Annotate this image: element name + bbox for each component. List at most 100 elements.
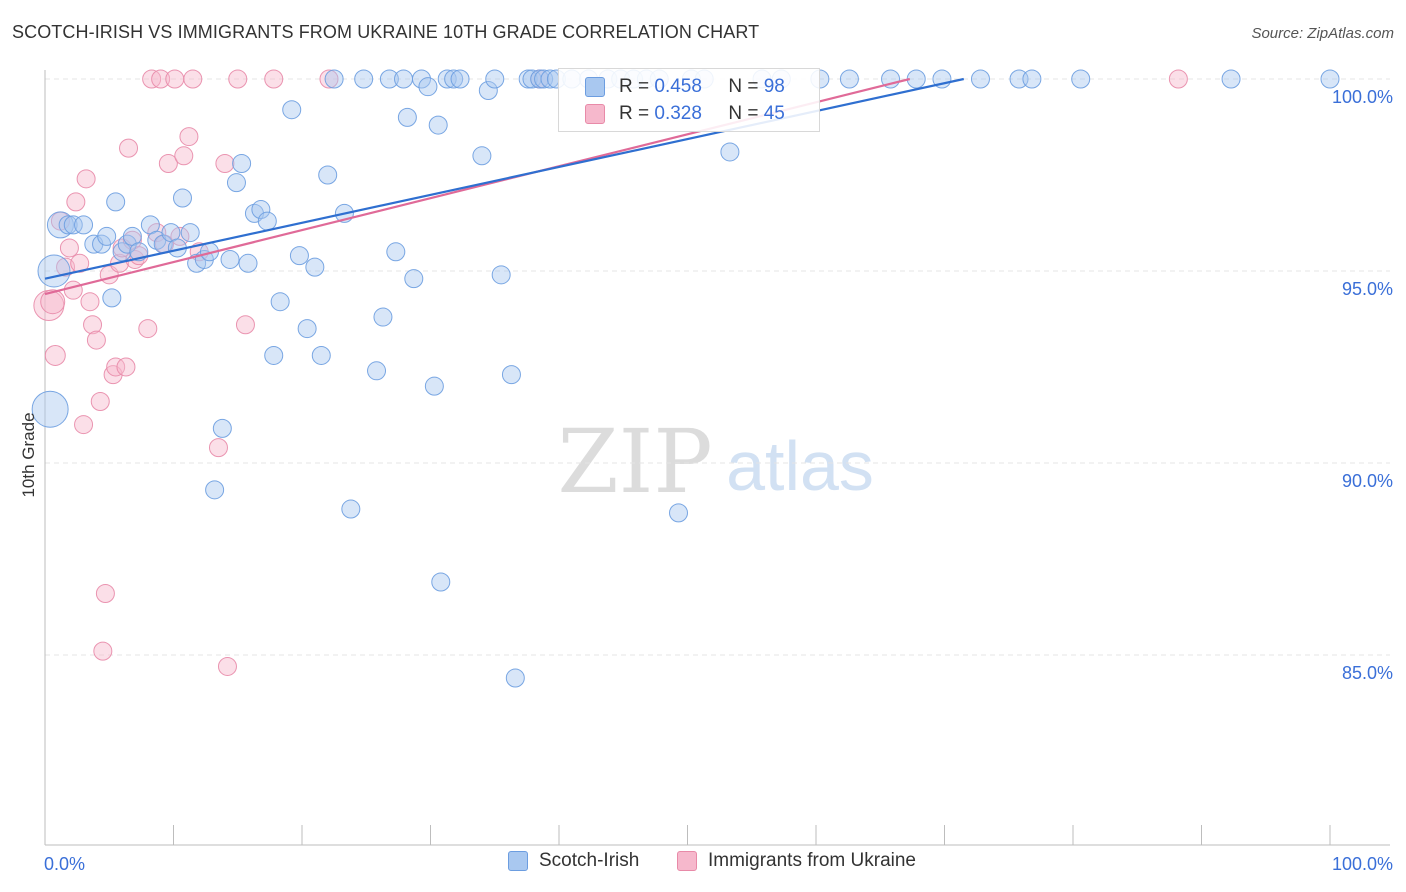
legend-item-scotch-irish[interactable]: Scotch-Irish: [508, 850, 639, 872]
ukraine-point-1: [40, 289, 66, 315]
scotch-irish-point-42: [324, 69, 344, 89]
r-value-ukraine: 0.328: [654, 103, 702, 124]
legend-swatch-pink: [677, 851, 697, 871]
y-tick-label-95: 95.0%: [1342, 279, 1393, 299]
ukraine-point-2: [44, 344, 66, 366]
watermark: ZIP atlas: [557, 410, 874, 513]
scotch-irish-point-32: [251, 200, 271, 220]
legend-label-scotch-irish: Scotch-Irish: [539, 850, 640, 871]
scotch-irish-point-28: [226, 173, 246, 193]
ukraine-point-12: [83, 315, 103, 335]
scotch-irish-point-60: [450, 69, 470, 89]
x-tick-label-0: 0.0%: [44, 854, 85, 874]
ukraine-point-11: [80, 292, 100, 312]
scotch-irish-point-0: [31, 390, 69, 428]
trend-line-scotch-irish: [44, 77, 965, 280]
scotch-irish-point-4: [63, 215, 83, 235]
ukraine-point-42: [228, 69, 248, 89]
legend-swatch-blue: [508, 851, 528, 871]
ukraine-point-30: [151, 69, 171, 89]
ukraine-point-47: [1168, 69, 1188, 89]
ukraine-point-37: [183, 69, 203, 89]
axes: [44, 70, 1390, 846]
ukraine-point-40: [215, 153, 235, 173]
scotch-irish-point-62: [478, 81, 498, 101]
scotch-irish-point-89: [906, 69, 926, 89]
series-scotch-irish-points: [31, 69, 1340, 688]
watermark-zip: ZIP: [557, 410, 712, 513]
ukraine-point-32: [158, 153, 178, 173]
ukraine-point-35: [174, 146, 194, 166]
scotch-irish-point-33: [257, 211, 277, 231]
scotch-irish-point-9: [106, 192, 126, 212]
scotch-irish-point-49: [386, 242, 406, 262]
legend-label-ukraine: Immigrants from Ukraine: [708, 850, 916, 871]
ukraine-point-44: [264, 69, 284, 89]
scotch-irish-point-39: [305, 257, 325, 277]
scotch-irish-point-80: [669, 503, 689, 523]
ukraine-point-9: [74, 415, 94, 435]
stats-legend: R = 0.458 N = 98 R = 0.328 N = 45: [558, 68, 820, 132]
r-value-scotch-irish: 0.458: [654, 76, 702, 97]
stats-row-scotch-irish: R = 0.458 N = 98: [585, 75, 785, 99]
x-tick-label-100: 100.0%: [1332, 854, 1393, 874]
ukraine-point-19: [106, 357, 126, 377]
scotch-irish-point-95: [1221, 69, 1241, 89]
scotch-irish-point-5: [74, 215, 94, 235]
trend-lines: [44, 77, 965, 296]
scotch-irish-point-56: [428, 115, 448, 135]
scotch-irish-point-37: [289, 246, 309, 266]
scotch-irish-point-66: [505, 668, 525, 688]
scotch-irish-point-57: [431, 572, 451, 592]
scotch-irish-point-21: [180, 223, 200, 243]
scotch-irish-point-93: [1022, 69, 1042, 89]
bottom-legend: Scotch-Irish Immigrants from Ukraine: [0, 850, 1406, 880]
ukraine-point-6: [63, 280, 83, 300]
ukraine-point-8: [70, 253, 90, 273]
scotch-irish-point-1: [37, 254, 71, 288]
ukraine-point-23: [119, 138, 139, 158]
ukraine-point-7: [66, 192, 86, 212]
scotch-irish-point-45: [354, 69, 374, 89]
n-value-ukraine: 45: [763, 103, 785, 124]
ukraine-point-22: [116, 357, 136, 377]
scotch-irish-point-46: [367, 361, 387, 381]
scotch-irish-point-59: [444, 69, 464, 89]
scotch-irish-point-83: [720, 142, 740, 162]
ukraine-point-39: [208, 438, 228, 458]
source-credit: Source: ZipAtlas.com: [1251, 25, 1394, 42]
scotch-irish-point-48: [379, 69, 399, 89]
series-ukraine-points: [33, 69, 1188, 676]
scotch-irish-point-63: [485, 69, 505, 89]
n-label: N =: [728, 103, 759, 124]
watermark-atlas: atlas: [726, 427, 874, 505]
y-axis-label: 10th Grade: [19, 412, 38, 497]
scotch-irish-point-54: [418, 77, 438, 97]
scotch-irish-point-65: [501, 365, 521, 385]
scotch-irish-point-40: [311, 345, 331, 365]
ukraine-point-41: [217, 656, 237, 676]
scotch-irish-point-64: [491, 265, 511, 285]
scotch-irish-point-87: [839, 69, 859, 89]
scotch-irish-point-29: [232, 153, 252, 173]
legend-item-ukraine[interactable]: Immigrants from Ukraine: [677, 850, 916, 872]
gridlines: [45, 78, 1390, 656]
scotch-irish-point-53: [412, 69, 432, 89]
scotch-irish-point-91: [970, 69, 990, 89]
n-label: N =: [728, 76, 759, 97]
ukraine-point-10: [76, 169, 96, 189]
scotch-irish-point-26: [212, 418, 232, 438]
ukraine-point-43: [235, 315, 255, 335]
tick-labels: 85.0% 90.0% 95.0% 100.0% 0.0% 100.0%: [44, 87, 1393, 874]
scotch-irish-point-25: [205, 480, 225, 500]
scotch-irish-point-30: [238, 253, 258, 273]
ukraine-point-36: [179, 127, 199, 147]
ukraine-point-27: [138, 319, 158, 339]
ukraine-point-13: [86, 330, 106, 350]
scotch-irish-point-8: [97, 226, 117, 246]
blue-swatch: [585, 77, 605, 97]
scotch-irish-point-61: [472, 146, 492, 166]
scotch-irish-point-51: [397, 107, 417, 127]
scotch-irish-point-36: [282, 100, 302, 120]
